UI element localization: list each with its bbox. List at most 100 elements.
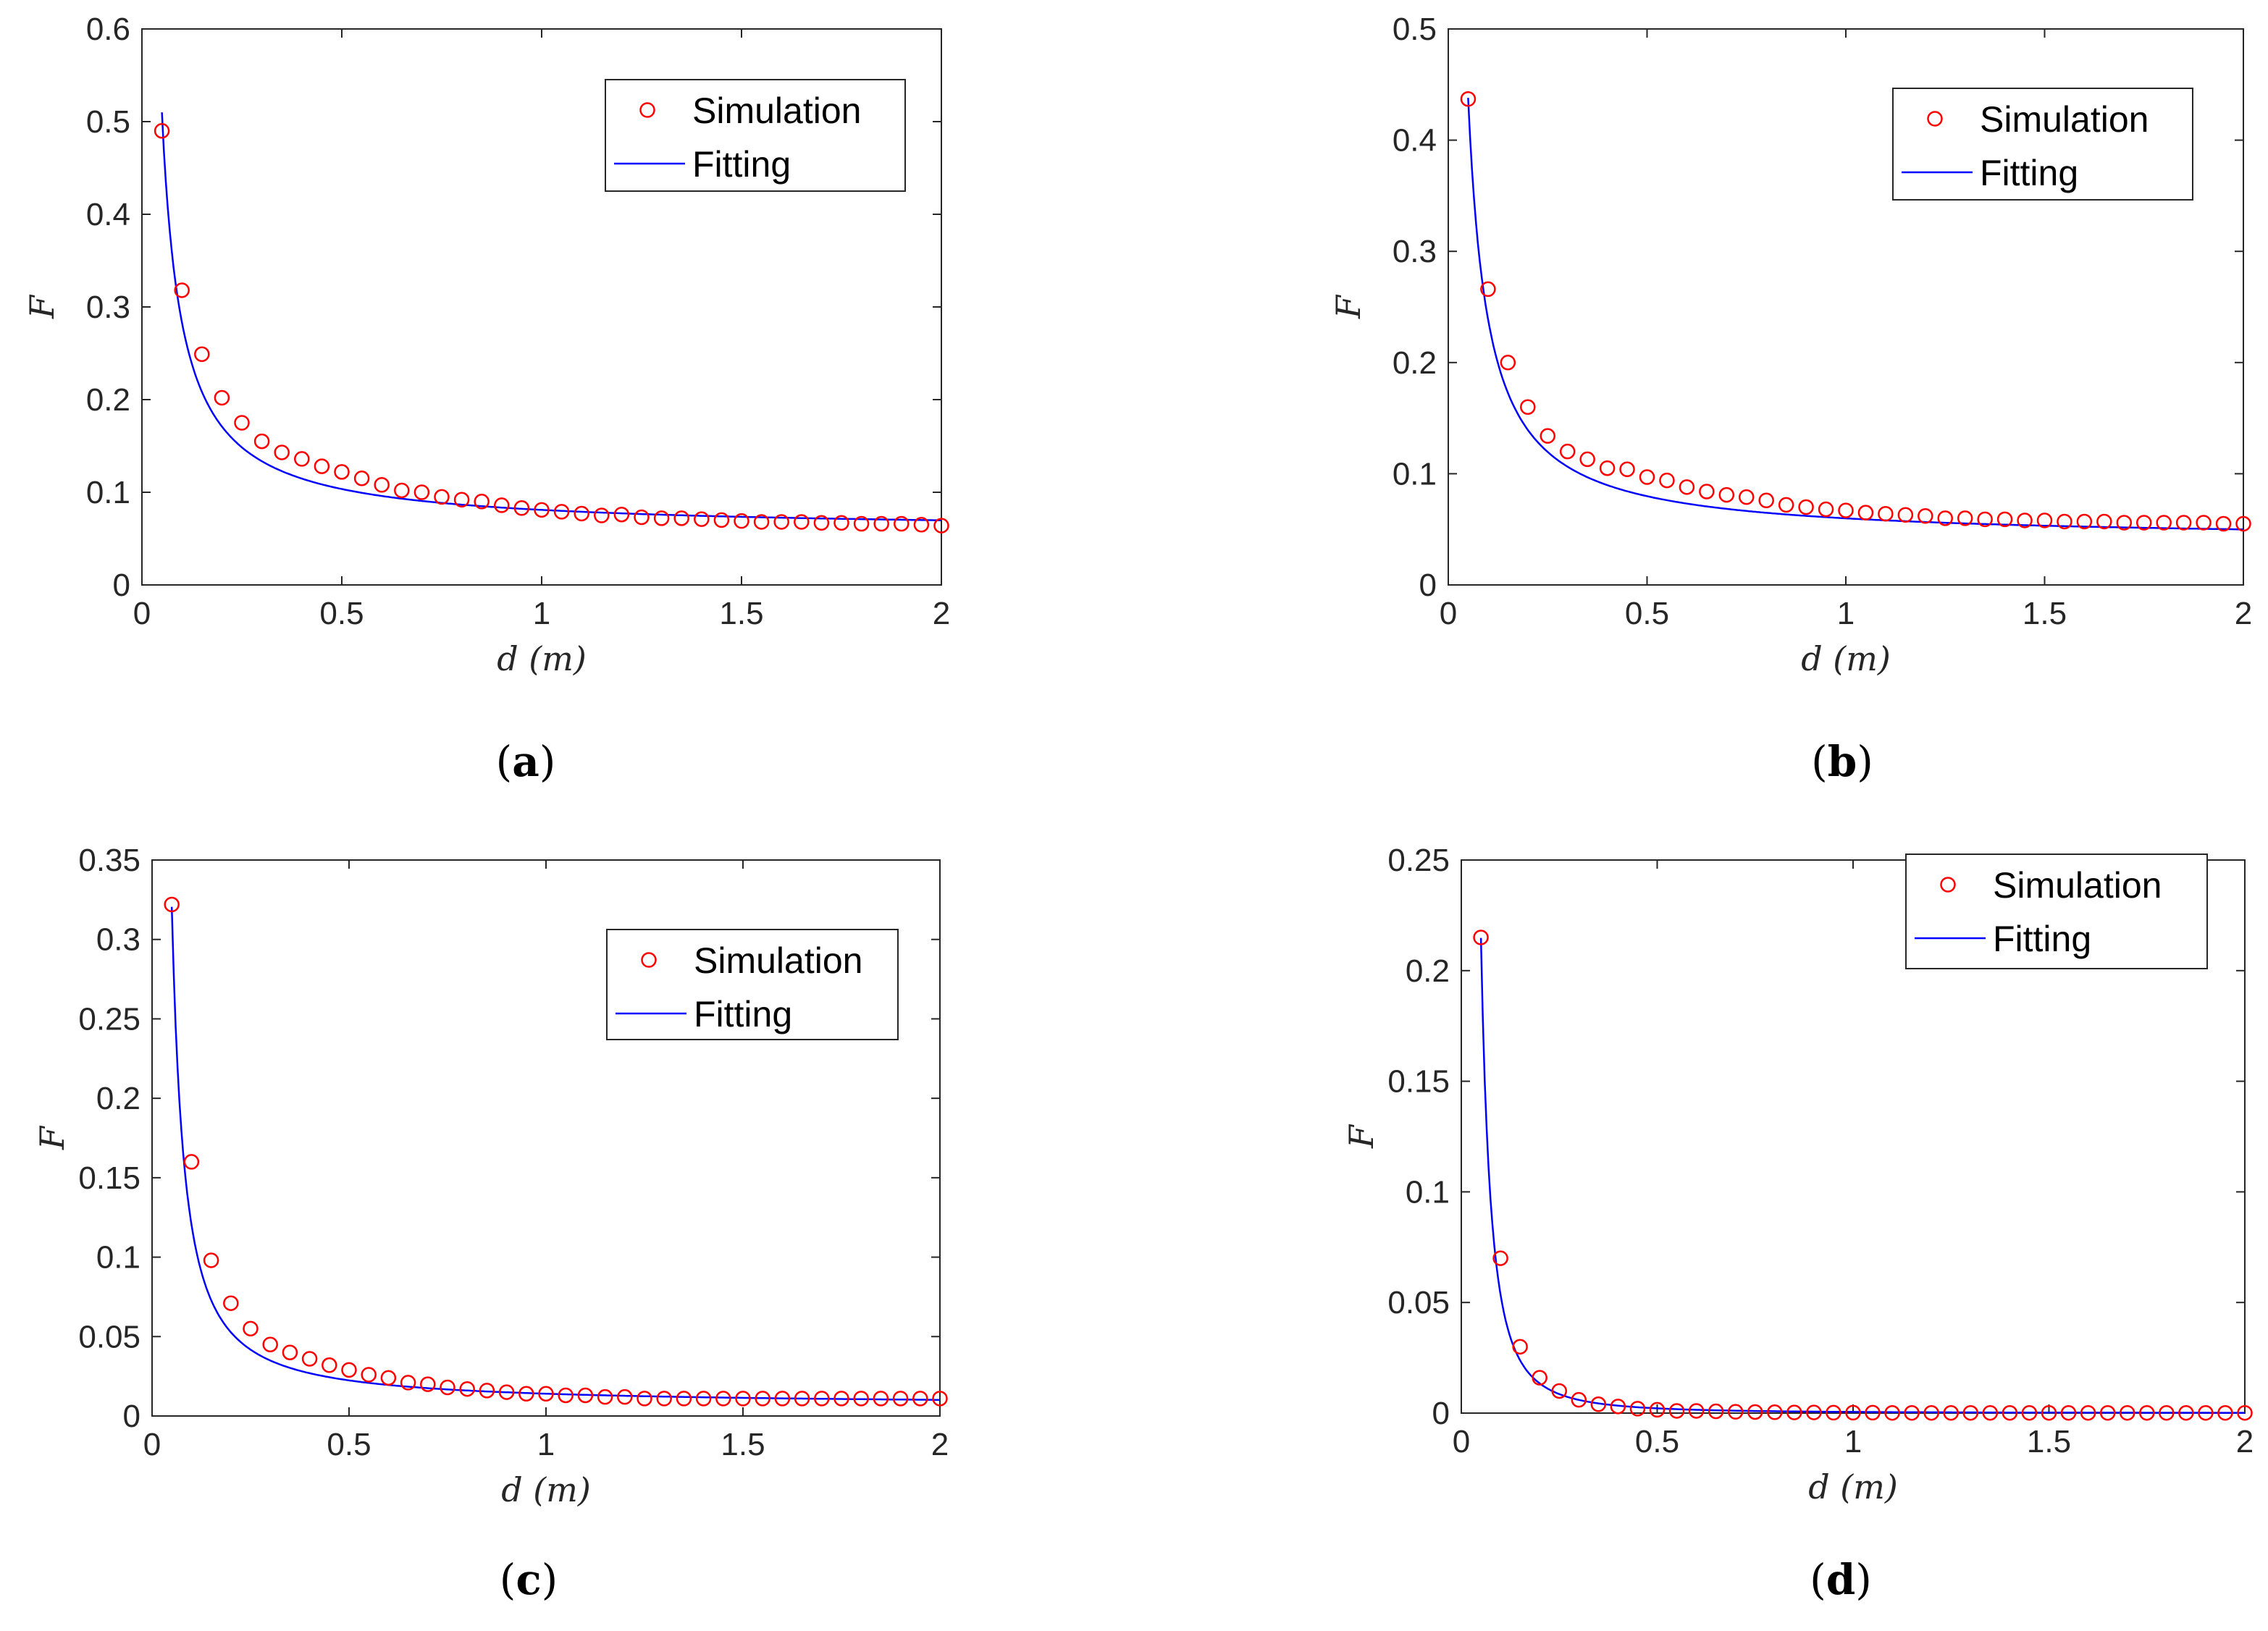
simulation-point	[892, 1391, 909, 1407]
x-axis-label: d (m)	[1808, 1467, 1898, 1506]
simulation-point	[2036, 513, 2053, 528]
simulation-point	[1845, 1404, 1861, 1421]
simulation-point	[1982, 1404, 1999, 1421]
simulation-point	[361, 1367, 377, 1383]
simulation-point	[833, 1391, 849, 1407]
simulation-point	[1727, 1404, 1744, 1420]
simulation-point	[2057, 513, 2072, 530]
fitting-line	[161, 112, 941, 521]
y-tick-label: 0.5	[1393, 12, 1437, 47]
simulation-point	[2215, 515, 2232, 532]
legend-label-simulation: Simulation	[1980, 99, 2149, 140]
simulation-point	[1610, 1399, 1626, 1415]
simulation-point	[1500, 355, 1516, 371]
x-tick-label: 1	[1837, 596, 1855, 631]
simulation-point	[634, 509, 650, 526]
simulation-point	[695, 1391, 712, 1407]
chart-panel-d: 0 0.5 1 1.5 2 0 0.05 0.1 0.15 0.2 0.25 d (m) F Simula…	[1134, 815, 2268, 1631]
simulation-point	[223, 1295, 239, 1311]
y-tick-label: 0	[123, 1399, 140, 1434]
simulation-point	[2196, 515, 2212, 531]
simulation-point	[314, 458, 330, 474]
simulation-point	[474, 494, 490, 510]
simulation-point	[713, 512, 730, 528]
y-tick-label: 0.25	[1387, 843, 1450, 878]
simulation-point	[1718, 486, 1735, 503]
simulation-point	[2119, 1404, 2135, 1421]
simulation-point	[1943, 1404, 1959, 1421]
simulation-point	[400, 1375, 416, 1391]
legend-marker-simulation	[639, 102, 655, 118]
simulation-point	[715, 1391, 731, 1407]
caption-a: (a)	[495, 737, 556, 786]
y-axis-label: F	[1342, 1124, 1381, 1149]
simulation-point	[1739, 489, 1755, 505]
simulation-point	[380, 1370, 397, 1386]
simulation-point	[853, 515, 870, 532]
simulation-point	[734, 513, 749, 529]
simulation-point	[2076, 513, 2093, 530]
legend-box	[1905, 854, 2208, 969]
simulation-point	[1957, 510, 1973, 526]
y-axis-label: F	[1329, 294, 1368, 319]
simulation-point	[2178, 1404, 2194, 1421]
legend-label-fitting: Fitting	[1993, 919, 2091, 959]
y-tick-label: 0.05	[1387, 1285, 1450, 1320]
simulation-point	[420, 1376, 436, 1392]
y-tick-label: 0.4	[86, 197, 130, 232]
simulation-point	[513, 500, 530, 516]
legend: Simulation Fitting	[1892, 88, 2193, 201]
x-tick-label: 1.5	[2023, 596, 2067, 631]
simulation-point	[2237, 1404, 2253, 1421]
simulation-point	[440, 1379, 455, 1396]
simulation-point	[174, 282, 190, 298]
x-tick-label: 0	[1453, 1424, 1470, 1459]
simulation-point	[1758, 492, 1774, 509]
simulation-point	[183, 1154, 200, 1170]
simulation-point	[1579, 451, 1595, 468]
simulation-point	[1688, 1403, 1705, 1419]
y-tick-label: 0.15	[1387, 1064, 1450, 1100]
simulation-point	[894, 515, 910, 532]
y-tick-label: 0.5	[86, 104, 130, 140]
simulation-point	[574, 505, 589, 522]
simulation-point	[1884, 1404, 1900, 1421]
y-tick-label: 0.2	[1393, 345, 1437, 381]
simulation-point	[794, 514, 810, 530]
chart-panel-c: 0 0.5 1 1.5 2 0 0.05 0.1 0.15 0.2 0.25 0.3 0.35 d (m)…	[0, 815, 1134, 1631]
simulation-point	[1629, 1401, 1646, 1417]
simulation-point	[353, 471, 370, 486]
simulation-point	[1897, 507, 1914, 523]
x-tick-label: 1	[1844, 1424, 1862, 1459]
simulation-point	[164, 896, 180, 913]
simulation-point	[1520, 399, 1536, 415]
simulation-point	[2159, 1404, 2175, 1421]
simulation-point	[274, 444, 290, 460]
caption-c: (c)	[499, 1555, 558, 1604]
simulation-point	[341, 1362, 357, 1378]
simulation-point	[2156, 515, 2172, 531]
simulation-point	[597, 1388, 613, 1405]
simulation-point	[2136, 515, 2152, 531]
legend-label-fitting: Fitting	[1980, 153, 2078, 193]
fitting-line	[1467, 98, 2244, 531]
x-tick-label: 2	[2236, 1424, 2254, 1459]
simulation-point	[735, 1391, 751, 1407]
simulation-point	[1878, 505, 1894, 522]
legend: Simulation Fitting	[605, 79, 906, 192]
simulation-point	[873, 1391, 889, 1407]
y-tick-label: 0.35	[78, 843, 140, 878]
x-tick-label: 2	[933, 596, 950, 631]
simulation-point	[1962, 1404, 1979, 1421]
simulation-point	[694, 511, 710, 527]
simulation-point	[1551, 1383, 1567, 1399]
x-tick-label: 0	[133, 596, 151, 631]
simulation-point	[1918, 508, 1933, 524]
y-tick-label: 0	[1419, 568, 1437, 603]
chart-svg-d: 0 0.5 1 1.5 2 0 0.05 0.1 0.15 0.2 0.25 d (m) F Simula…	[1342, 843, 2254, 1506]
simulation-point	[1767, 1404, 1783, 1420]
simulation-point	[413, 484, 430, 500]
y-axis-label: F	[22, 294, 62, 319]
simulation-point	[453, 492, 470, 507]
legend: Simulation Fitting	[1905, 854, 2208, 969]
